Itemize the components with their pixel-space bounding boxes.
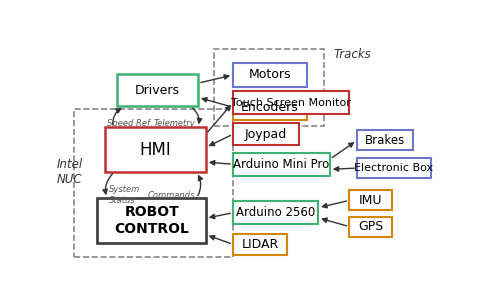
Bar <box>349 217 392 237</box>
Text: Tracks: Tracks <box>334 48 372 61</box>
Text: LIDAR: LIDAR <box>242 238 279 251</box>
Text: IMU: IMU <box>359 194 382 207</box>
Text: Intel
NUC: Intel NUC <box>56 158 82 186</box>
Text: Speed Ref.: Speed Ref. <box>108 119 153 128</box>
Bar <box>233 233 287 255</box>
Text: Brakes: Brakes <box>365 134 405 147</box>
Bar <box>214 49 324 126</box>
Bar <box>233 153 330 176</box>
Text: Motors: Motors <box>248 68 291 81</box>
Text: HMI: HMI <box>140 140 172 159</box>
Bar <box>233 63 306 87</box>
Text: Joypad: Joypad <box>245 128 287 141</box>
Text: Arduino Mini Pro: Arduino Mini Pro <box>234 158 330 171</box>
Bar <box>233 124 299 145</box>
Text: Commands: Commands <box>148 191 195 200</box>
Text: ROBOT
CONTROL: ROBOT CONTROL <box>114 205 189 236</box>
Bar <box>349 190 392 211</box>
Bar <box>233 91 349 114</box>
Bar <box>357 158 430 178</box>
Bar <box>233 201 318 224</box>
Text: Arduino 2560: Arduino 2560 <box>236 206 316 219</box>
Bar <box>117 74 198 107</box>
Bar <box>98 198 206 243</box>
Text: Electronic Box: Electronic Box <box>354 163 434 173</box>
Text: Encoders: Encoders <box>241 101 298 114</box>
Bar <box>357 130 413 150</box>
Text: GPS: GPS <box>358 220 383 233</box>
Text: Touch Screen Monitor: Touch Screen Monitor <box>231 98 351 108</box>
Text: Telemetry: Telemetry <box>154 119 196 128</box>
Text: Drivers: Drivers <box>135 84 180 97</box>
Bar <box>233 95 306 120</box>
Bar <box>74 109 233 257</box>
Text: System
Status: System Status <box>109 185 140 205</box>
Bar <box>105 127 206 172</box>
